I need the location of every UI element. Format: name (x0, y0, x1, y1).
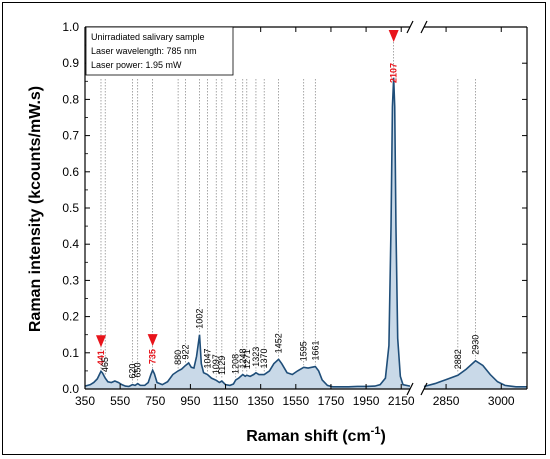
figure-frame (2, 2, 546, 455)
peak-label-1248: 1248 (238, 348, 248, 368)
y-tick-label-0.0: 0.0 (62, 382, 79, 396)
peak-label-1452: 1452 (274, 333, 284, 353)
axis-break-mark-top-1 (406, 20, 414, 34)
peak-marker-441 (95, 335, 106, 348)
peak-markers (95, 30, 399, 348)
peak-label-465: 465 (100, 357, 110, 372)
peak-label-1595: 1595 (299, 341, 309, 361)
spectrum-line-2 (423, 359, 527, 388)
peak-label-2930: 2930 (471, 335, 481, 355)
y-axis-title: Raman intensity (kcounts/mW.s) (27, 86, 44, 332)
x-tick-label-1350: 1350 (247, 394, 274, 408)
legend-line-2: Laser wavelength: 785 nm (91, 46, 197, 56)
x-tick-label-950: 950 (180, 394, 200, 408)
y-tick-label-0.6: 0.6 (62, 165, 79, 179)
peak-marker-735 (147, 334, 158, 347)
x-tick-label-1750: 1750 (318, 394, 345, 408)
x-axis-title-sup: -1 (371, 425, 381, 437)
legend-box: Unirradiated salivary sample Laser wavel… (85, 26, 234, 76)
peak-label-2882: 2882 (453, 349, 463, 369)
peak-label-620: 620 (127, 364, 137, 379)
axis-break-mark-top-2 (420, 20, 428, 34)
peak-label-880: 880 (173, 350, 183, 365)
y-tick-label-0.1: 0.1 (62, 346, 79, 360)
peak-label-1370: 1370 (259, 348, 269, 368)
peak-label-735: 735 (148, 349, 158, 364)
x-tick-label-350: 350 (75, 394, 95, 408)
axis-break-mark-bottom-2 (420, 382, 428, 396)
peak-label-1047: 1047 (202, 348, 212, 368)
x-tick-label-2850: 2850 (433, 394, 460, 408)
spectrum-area-fill-2 (424, 360, 527, 389)
x-tick-label-1950: 1950 (353, 394, 380, 408)
x-axis-title: Raman shift (cm-1) (246, 425, 386, 445)
peak-label-650: 650 (133, 363, 143, 378)
x-tick-label-3000: 3000 (488, 394, 515, 408)
spectrum-area-series (84, 77, 527, 390)
y-tick-label-0.4: 0.4 (62, 237, 79, 251)
peak-marker-2107 (388, 30, 399, 42)
peak-label-1002: 1002 (195, 309, 205, 329)
peak-label-1129: 1129 (217, 356, 227, 375)
peak-label-1097: 1097 (211, 354, 221, 374)
x-axis-title-close: ) (380, 428, 385, 445)
y-tick-label-1.0: 1.0 (62, 20, 79, 34)
y-tick-label-0.8: 0.8 (62, 92, 79, 106)
peak-label-922: 922 (180, 344, 190, 359)
y-tick-label-0.3: 0.3 (62, 273, 79, 287)
y-tick-label-0.7: 0.7 (62, 129, 79, 143)
peak-label-1323: 1323 (251, 347, 261, 367)
axis-break-mark-bottom-1 (406, 382, 414, 396)
peak-label-1271: 1271 (242, 349, 252, 369)
x-tick-label-1150: 1150 (213, 394, 239, 408)
peak-label-441: 441 (96, 350, 106, 365)
peak-guide-lines (100, 33, 476, 383)
x-axis-title-main: Raman shift (cm (246, 428, 370, 445)
x-tick-label-750: 750 (145, 394, 165, 408)
spectrum-area-fill-1 (85, 77, 410, 390)
x-tick-label-1550: 1550 (282, 394, 309, 408)
spectrum-line-1 (84, 77, 411, 388)
legend-line-3: Laser power: 1.95 mW (91, 60, 182, 70)
x-tick-label-2150: 2150 (388, 394, 415, 408)
legend-box-border (85, 26, 234, 76)
axes: 0.0 0.1 0.2 0.3 0.4 0.5 0.6 0.7 0.8 0.9 1.0 350 550 7… (62, 20, 528, 408)
y-tick-label-0.9: 0.9 (62, 56, 79, 70)
peak-label-2107: 2107 (389, 63, 399, 83)
y-tick-label-0.2: 0.2 (62, 310, 79, 324)
peak-label-1208: 1208 (231, 354, 241, 374)
x-tick-label-550: 550 (110, 394, 130, 408)
peak-label-1661: 1661 (310, 341, 320, 361)
y-tick-label-0.5: 0.5 (62, 201, 79, 215)
legend-line-1: Unirradiated salivary sample (91, 32, 205, 42)
